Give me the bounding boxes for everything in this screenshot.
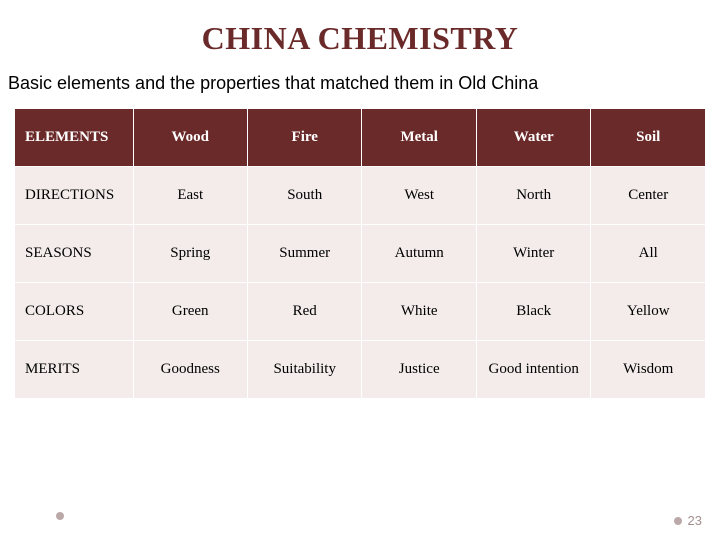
table-cell: Wisdom bbox=[591, 341, 706, 399]
bullet-icon bbox=[674, 517, 682, 525]
header-cell: Soil bbox=[591, 109, 706, 167]
table-row: COLORS Green Red White Black Yellow bbox=[15, 283, 706, 341]
table-row: DIRECTIONS East South West North Center bbox=[15, 167, 706, 225]
table-cell: Suitability bbox=[247, 341, 361, 399]
row-header: COLORS bbox=[15, 283, 134, 341]
table-cell: West bbox=[362, 167, 476, 225]
table-cell: Goodness bbox=[133, 341, 247, 399]
table-cell: North bbox=[476, 167, 590, 225]
table-cell: Spring bbox=[133, 225, 247, 283]
table-cell: Red bbox=[247, 283, 361, 341]
table-cell: East bbox=[133, 167, 247, 225]
table-header-row: ELEMENTS Wood Fire Metal Water Soil bbox=[15, 109, 706, 167]
table-cell: Winter bbox=[476, 225, 590, 283]
header-cell: ELEMENTS bbox=[15, 109, 134, 167]
row-header: SEASONS bbox=[15, 225, 134, 283]
row-header: DIRECTIONS bbox=[15, 167, 134, 225]
table-cell: Good intention bbox=[476, 341, 590, 399]
header-cell: Metal bbox=[362, 109, 476, 167]
table-cell: All bbox=[591, 225, 706, 283]
table-row: MERITS Goodness Suitability Justice Good… bbox=[15, 341, 706, 399]
header-cell: Fire bbox=[247, 109, 361, 167]
elements-table: ELEMENTS Wood Fire Metal Water Soil DIRE… bbox=[14, 108, 706, 399]
header-cell: Water bbox=[476, 109, 590, 167]
page-subtitle: Basic elements and the properties that m… bbox=[0, 73, 720, 108]
table-row: SEASONS Spring Summer Autumn Winter All bbox=[15, 225, 706, 283]
page-footer: 23 bbox=[674, 513, 702, 528]
page-number: 23 bbox=[688, 513, 702, 528]
header-cell: Wood bbox=[133, 109, 247, 167]
table-cell: Autumn bbox=[362, 225, 476, 283]
table-cell: Black bbox=[476, 283, 590, 341]
row-header: MERITS bbox=[15, 341, 134, 399]
table-cell: Yellow bbox=[591, 283, 706, 341]
table-cell: Justice bbox=[362, 341, 476, 399]
table-cell: Green bbox=[133, 283, 247, 341]
bullet-icon bbox=[56, 512, 64, 520]
table-cell: South bbox=[247, 167, 361, 225]
page-title: CHINA CHEMISTRY bbox=[0, 0, 720, 73]
table-cell: White bbox=[362, 283, 476, 341]
table-cell: Center bbox=[591, 167, 706, 225]
table-cell: Summer bbox=[247, 225, 361, 283]
